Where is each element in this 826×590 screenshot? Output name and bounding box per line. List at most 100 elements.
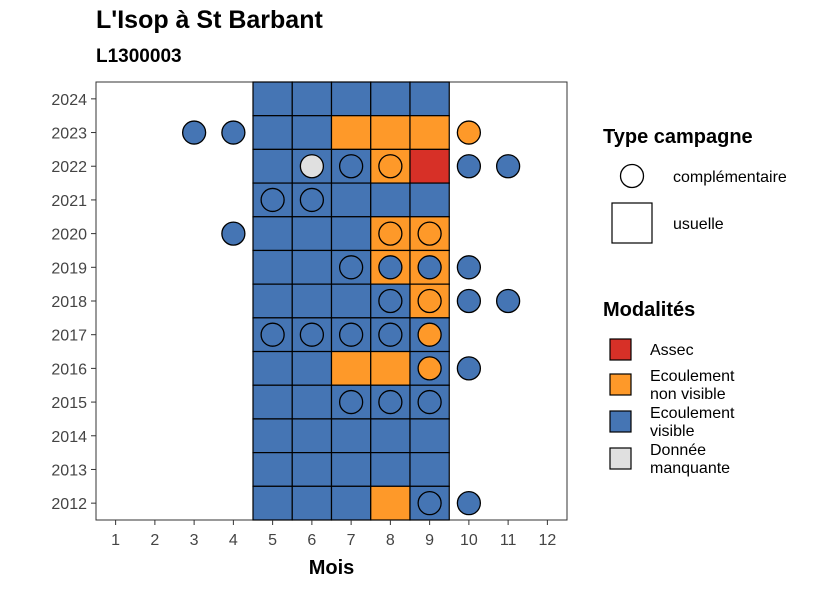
tile-2012-5 xyxy=(252,485,293,521)
x-tick-label-3: 3 xyxy=(190,532,199,549)
point-2012-9 xyxy=(417,491,442,516)
y-tick-label-2023: 2023 xyxy=(51,126,87,143)
x-tick-label-6: 6 xyxy=(307,532,316,549)
point-2022-7 xyxy=(338,154,364,179)
tile-2014-6 xyxy=(291,418,333,454)
tile-2020-7 xyxy=(330,216,372,252)
chart-subtitle: L1300003 xyxy=(96,46,182,67)
x-tick-label-9: 9 xyxy=(425,532,434,549)
x-tick-label-1: 1 xyxy=(111,532,120,549)
tile-2019-5 xyxy=(252,249,293,285)
tile-2014-7 xyxy=(330,418,372,454)
tile-2018-7 xyxy=(330,283,372,319)
tile-2018-5 xyxy=(252,283,293,319)
tile-2019-6 xyxy=(291,249,333,285)
tile-2023-6 xyxy=(291,115,333,150)
point-2019-7 xyxy=(338,255,364,280)
x-tick-label-4: 4 xyxy=(229,532,238,549)
y-tick-label-2024: 2024 xyxy=(51,92,87,109)
tile-2014-9 xyxy=(409,418,450,454)
point-2020-8 xyxy=(378,221,403,246)
tile-2024-7 xyxy=(330,81,372,117)
x-axis-title: Mois xyxy=(309,557,355,579)
points-layer xyxy=(181,120,521,516)
legend-modalite-key-assec xyxy=(609,338,632,361)
tile-2013-7 xyxy=(330,452,372,487)
x-tick-label-5: 5 xyxy=(268,532,277,549)
y-tick-label-2018: 2018 xyxy=(51,294,87,311)
legend-modalite-label-ecoulement_non_visible-1: Ecoulement xyxy=(650,368,735,385)
y-tick-label-2013: 2013 xyxy=(51,462,87,479)
tile-2023-9 xyxy=(409,115,450,150)
tile-2013-8 xyxy=(370,452,411,487)
tile-2021-8 xyxy=(370,182,411,218)
tile-2023-7 xyxy=(330,115,372,150)
y-tick-label-2019: 2019 xyxy=(51,260,87,277)
point-2016-9 xyxy=(417,356,442,381)
point-2020-9 xyxy=(417,221,442,246)
tile-2021-7 xyxy=(330,182,372,218)
point-2022-10 xyxy=(456,154,482,179)
point-2016-10 xyxy=(456,356,482,381)
point-2023-3 xyxy=(181,120,207,145)
legend-type-title: Type campagne xyxy=(603,126,753,148)
x-tick-label-10: 10 xyxy=(460,532,478,549)
tile-2016-5 xyxy=(252,350,293,386)
point-2018-8 xyxy=(378,288,403,314)
point-2017-8 xyxy=(378,322,403,347)
legend-modalite-key-ecoulement_visible xyxy=(609,410,632,433)
legend-modalite-label-donnee_manquante-1: Donnée xyxy=(650,442,706,459)
legend-layer: Type campagne complémentaire usuelle Modali… xyxy=(603,126,787,477)
point-2022-6 xyxy=(299,154,325,179)
legend-modalite-key-donnee_manquante xyxy=(609,447,632,470)
point-2018-10 xyxy=(456,288,482,314)
tile-2024-5 xyxy=(252,81,293,117)
legend-modalite-label-ecoulement_visible-1: Ecoulement xyxy=(650,405,735,422)
legend-modalites-title: Modalités xyxy=(603,299,695,321)
tile-2022-5 xyxy=(252,148,293,184)
point-2015-7 xyxy=(338,389,364,415)
legend-type-key-complementaire xyxy=(619,163,645,189)
tile-2013-6 xyxy=(291,452,333,487)
point-2017-6 xyxy=(299,322,325,347)
point-2022-11 xyxy=(495,154,521,179)
tile-2022-9 xyxy=(409,148,450,184)
tile-2012-6 xyxy=(291,485,333,521)
y-tick-label-2014: 2014 xyxy=(51,429,87,446)
tile-2024-6 xyxy=(291,81,333,117)
tile-2014-8 xyxy=(370,418,411,454)
chart-title: L'Isop à St Barbant xyxy=(96,6,323,34)
legend-modalite-label-assec-1: Assec xyxy=(650,342,694,359)
point-2019-8 xyxy=(378,255,403,280)
point-2018-9 xyxy=(417,288,442,314)
tile-2020-5 xyxy=(252,216,293,252)
x-tick-label-8: 8 xyxy=(386,532,395,549)
y-tick-label-2020: 2020 xyxy=(51,227,87,244)
tile-2015-6 xyxy=(291,384,333,420)
legend-type-label-complementaire: complémentaire xyxy=(673,169,787,186)
legend-modalite-key-ecoulement_non_visible xyxy=(609,373,632,396)
y-tick-label-2022: 2022 xyxy=(51,159,87,176)
legend-modalite-label-ecoulement_non_visible-2: non visible xyxy=(650,386,726,403)
point-2012-10 xyxy=(456,491,482,516)
tile-2016-7 xyxy=(330,350,372,386)
y-tick-label-2017: 2017 xyxy=(51,328,87,345)
x-tick-label-7: 7 xyxy=(347,532,356,549)
tile-2024-8 xyxy=(370,81,411,117)
legend-modalite-label-ecoulement_visible-2: visible xyxy=(650,423,695,440)
point-2021-5 xyxy=(260,187,285,213)
x-tick-label-2: 2 xyxy=(150,532,159,549)
tile-2023-5 xyxy=(252,115,293,150)
tile-2021-9 xyxy=(409,182,450,218)
tile-2012-7 xyxy=(330,485,372,521)
point-2017-7 xyxy=(338,322,364,347)
tiles-layer xyxy=(252,81,450,521)
point-2019-10 xyxy=(456,255,482,280)
legend-type-label-usuelle: usuelle xyxy=(673,216,724,233)
tile-2014-5 xyxy=(252,418,293,454)
point-2015-9 xyxy=(417,389,442,415)
point-2015-8 xyxy=(378,389,403,415)
tile-2016-8 xyxy=(370,350,411,386)
point-2017-5 xyxy=(260,322,285,347)
